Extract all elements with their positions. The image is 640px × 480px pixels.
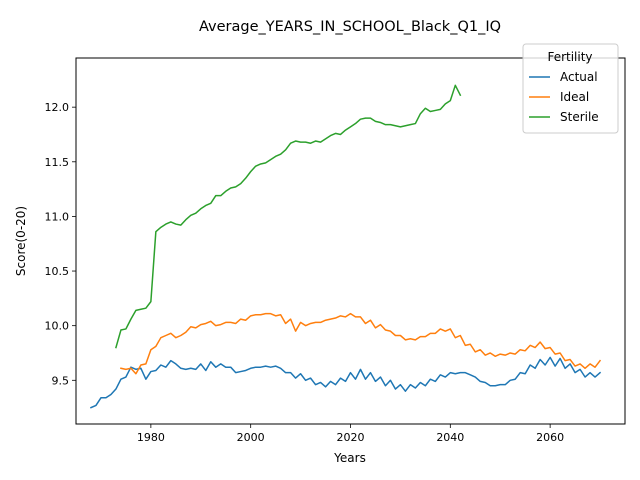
x-tick-label: 2000 [237,431,265,444]
x-tick-label: 2020 [337,431,365,444]
legend-title: Fertility [547,50,592,64]
y-axis-ticks: 9.5 10.0 10.5 11.0 11.5 12.0 [45,101,76,387]
chart-title: Average_YEARS_IN_SCHOOL_Black_Q1_IQ [199,19,501,35]
x-tick-label: 1980 [137,431,165,444]
y-tick-label: 11.0 [45,210,70,223]
x-axis-ticks: 1980 2000 2020 2040 2060 [137,424,564,444]
legend-label-sterile: Sterile [560,110,599,124]
series-line-ideal [120,312,602,375]
y-tick-label: 11.5 [45,156,70,169]
x-tick-label: 2040 [436,431,464,444]
y-axis-label: Score(0-20) [14,206,28,276]
legend-label-ideal: Ideal [560,90,589,104]
legend-entries: Actual Ideal Sterile [529,70,599,124]
series-line-actual [89,356,602,409]
y-tick-label: 12.0 [45,101,70,114]
legend: Fertility Actual Ideal Sterile [522,43,619,134]
series-lines [89,84,602,409]
y-tick-label: 9.5 [52,374,70,387]
y-tick-label: 10.0 [45,320,70,333]
x-tick-label: 2060 [536,431,564,444]
legend-label-actual: Actual [560,70,598,84]
x-axis-label: Years [333,451,366,465]
legend-box [522,43,619,134]
series-line-sterile [115,84,462,349]
y-tick-label: 10.5 [45,265,70,278]
title-group: Average_YEARS_IN_SCHOOL_Black_Q1_IQ [199,19,501,35]
